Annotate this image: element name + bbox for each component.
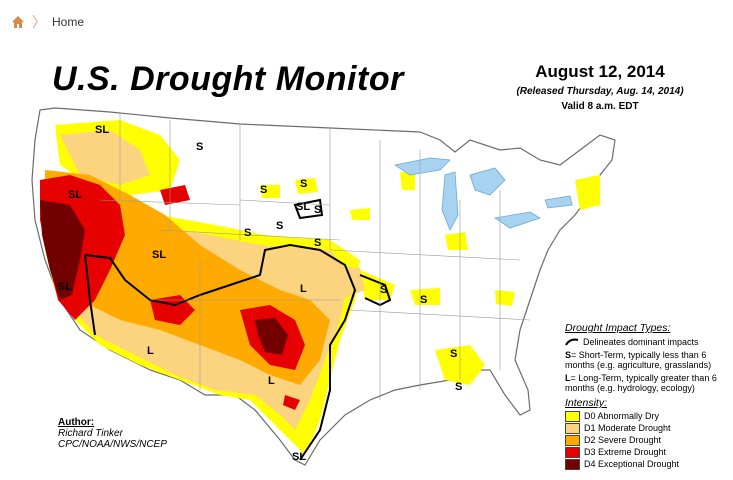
label-s-nd1: S bbox=[260, 184, 267, 196]
label-s-ne1: S bbox=[244, 227, 251, 239]
label-l-tx: L bbox=[268, 375, 275, 387]
label-s-mo: S bbox=[380, 284, 387, 296]
release-note: (Released Thursday, Aug. 14, 2014) bbox=[516, 86, 684, 97]
d4-areas bbox=[40, 200, 288, 355]
label-l-ks: L bbox=[300, 283, 307, 295]
label-sl-or: SL bbox=[68, 189, 82, 201]
intensity-swatch bbox=[565, 446, 580, 458]
short-term-entry: S= Short-Term, typically less than 6 mon… bbox=[565, 350, 730, 370]
intensity-label: D4 Exceptional Drought bbox=[584, 459, 680, 469]
author-label: Author: bbox=[58, 417, 95, 428]
label-sl-nv: SL bbox=[152, 249, 166, 261]
intensity-label: D2 Severe Drought bbox=[584, 435, 662, 445]
home-icon[interactable] bbox=[10, 14, 26, 30]
label-s-sd: S bbox=[314, 204, 321, 216]
intensity-label: D0 Abnormally Dry bbox=[584, 411, 660, 421]
author-name: Richard Tinker bbox=[58, 428, 123, 439]
long-term-text: = Long-Term, typically greater than 6 mo… bbox=[565, 373, 717, 393]
long-term-code: L bbox=[565, 373, 571, 383]
home-link[interactable]: Home bbox=[52, 15, 85, 29]
boundary-line-icon bbox=[565, 338, 579, 346]
intensity-swatch bbox=[565, 458, 580, 470]
author-block: Author: Richard Tinker CPC/NOAA/NWS/NCEP bbox=[58, 417, 167, 450]
label-s-oh: S bbox=[420, 294, 427, 306]
intensity-item: D4 Exceptional Drought bbox=[565, 458, 730, 470]
intensity-label: D1 Moderate Drought bbox=[584, 423, 671, 433]
label-s-al: S bbox=[450, 348, 457, 360]
map-date: August 12, 2014 bbox=[535, 62, 665, 81]
label-l-az: L bbox=[147, 345, 154, 357]
label-sl-pnw: SL bbox=[95, 124, 109, 136]
label-sl-tx: SL bbox=[292, 451, 306, 463]
label-s-nd2: S bbox=[300, 178, 307, 190]
intensity-heading: Intensity: bbox=[565, 397, 608, 409]
long-term-entry: L= Long-Term, typically greater than 6 m… bbox=[565, 373, 730, 393]
drought-map: SL SL SL SL S S S SL S S S S L L L S S S… bbox=[31, 107, 616, 466]
intensity-item: D3 Extreme Drought bbox=[565, 446, 730, 458]
impact-boundaries bbox=[84, 198, 392, 461]
label-sl-sd: SL bbox=[296, 201, 310, 213]
impact-line-label: Delineates dominant impacts bbox=[583, 337, 699, 347]
intensity-item: D2 Severe Drought bbox=[565, 434, 730, 446]
label-s-ne2: S bbox=[276, 220, 283, 232]
great-lakes bbox=[393, 157, 573, 231]
breadcrumb: 〉 Home bbox=[10, 12, 84, 32]
label-s-mt: S bbox=[196, 141, 203, 153]
label-s-ga: S bbox=[455, 381, 462, 393]
intensity-swatch bbox=[565, 410, 580, 422]
label-sl-ca: SL bbox=[58, 281, 72, 293]
label-s-ne3: S bbox=[314, 237, 321, 249]
page-title: U.S. Drought Monitor bbox=[52, 60, 404, 98]
map-legend: Drought Impact Types: Delineates dominan… bbox=[565, 322, 730, 470]
intensity-list: D0 Abnormally Dry D1 Moderate Drought D2 S… bbox=[565, 410, 730, 470]
impact-line-entry: Delineates dominant impacts bbox=[565, 337, 730, 347]
intensity-label: D3 Extreme Drought bbox=[584, 447, 667, 457]
valid-time: Valid 8 a.m. EDT bbox=[561, 101, 639, 112]
short-term-code: S bbox=[565, 350, 572, 360]
author-org: CPC/NOAA/NWS/NCEP bbox=[58, 439, 167, 450]
impact-legend-heading: Drought Impact Types: bbox=[565, 322, 671, 334]
intensity-item: D0 Abnormally Dry bbox=[565, 410, 730, 422]
intensity-swatch bbox=[565, 434, 580, 446]
chevron-right-icon: 〉 bbox=[32, 14, 46, 30]
state-borders bbox=[99, 112, 531, 400]
intensity-swatch bbox=[565, 422, 580, 434]
map-labels: SL SL SL SL S S S SL S S S S L L L S S S… bbox=[58, 124, 462, 463]
short-term-text: = Short-Term, typically less than 6 mont… bbox=[565, 350, 712, 370]
intensity-item: D1 Moderate Drought bbox=[565, 422, 730, 434]
